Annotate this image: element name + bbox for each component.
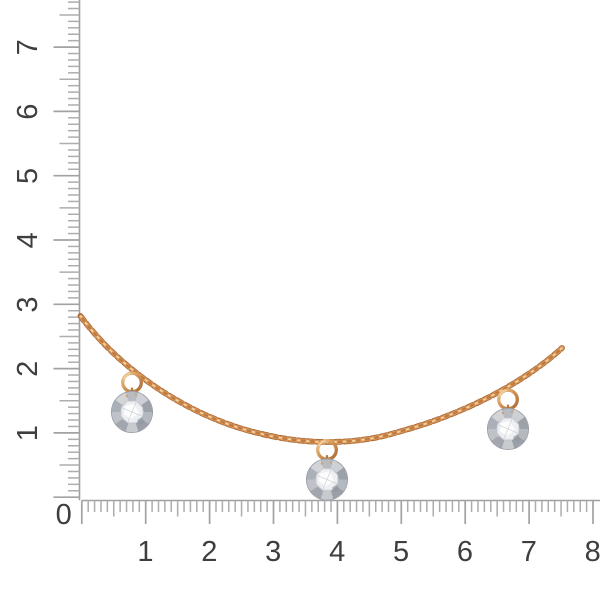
v-ruler-label-3: 3 [12,296,44,313]
h-ruler-label-3: 3 [265,536,282,568]
v-ruler-label-4: 4 [12,232,44,249]
chain [77,313,565,445]
v-ruler-label-7: 7 [12,39,44,56]
h-ruler-label-2: 2 [201,536,218,568]
chain-links-highlight [79,315,563,443]
pendant-charm-right [485,388,531,452]
h-ruler-label-1: 1 [137,536,154,568]
h-ruler-label-5: 5 [393,536,410,568]
ruler-corner-zero-label: 0 [56,499,73,531]
pendant-charm-center [304,439,350,503]
h-ruler-label-6: 6 [457,536,474,568]
h-ruler-label-8: 8 [585,536,600,568]
v-ruler-label-1: 1 [12,425,44,442]
v-ruler-label-5: 5 [12,167,44,184]
h-ruler-label-4: 4 [329,536,346,568]
horizontal-ruler: 1 2 3 4 5 6 7 8 [80,499,600,568]
vertical-ruler: 1 2 3 4 5 6 7 [12,0,81,501]
v-ruler-label-2: 2 [12,360,44,377]
v-ruler-label-6: 6 [12,103,44,120]
h-ruler-label-7: 7 [521,536,538,568]
